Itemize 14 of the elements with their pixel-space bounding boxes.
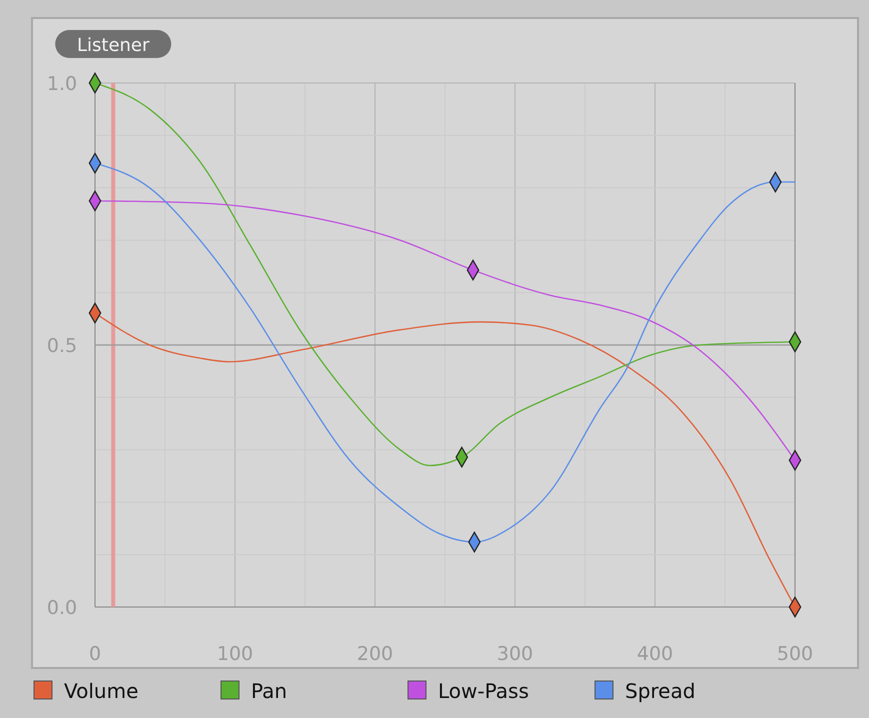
x-tick-label: 0 (88, 643, 102, 665)
y-tick-label: 0.0 (46, 597, 78, 619)
legend-label: Spread (625, 679, 696, 703)
legend-label: Volume (64, 679, 138, 703)
x-tick-label: 300 (496, 643, 534, 665)
legend-label: Pan (251, 679, 288, 703)
y-tick-label: 0.5 (46, 335, 78, 357)
legend-label: Low-Pass (438, 679, 529, 703)
x-tick-label: 100 (216, 643, 254, 665)
x-tick-label: 200 (356, 643, 394, 665)
x-tick-label: 500 (776, 643, 814, 665)
y-tick-label: 1.0 (46, 73, 78, 95)
ref-line-label: Listener (76, 35, 150, 56)
x-tick-label: 400 (636, 643, 674, 665)
